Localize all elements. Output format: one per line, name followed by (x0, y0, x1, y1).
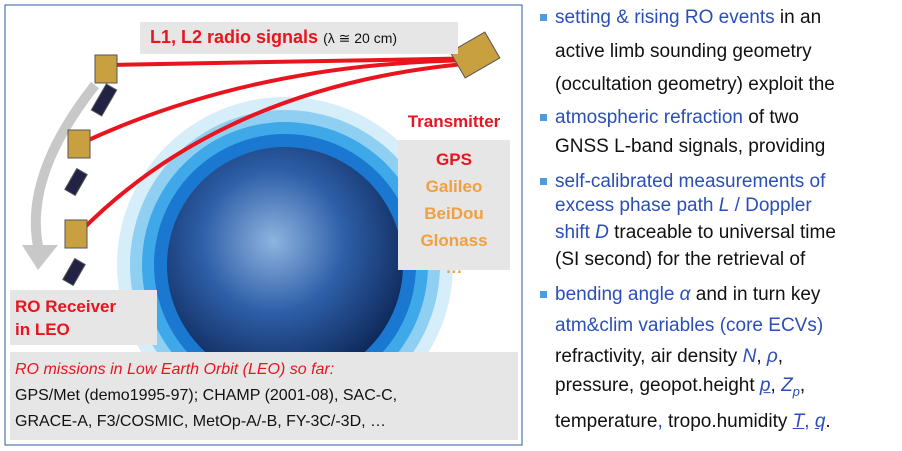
bullet (540, 291, 547, 298)
bullet-line: bending angle α and in turn key (555, 284, 820, 306)
bullet-line: active limb sounding geometry (555, 41, 812, 63)
missions-title: RO missions in Low Earth Orbit (LEO) so … (15, 357, 397, 383)
text: N (743, 346, 757, 367)
signals-label: L1, L2 radio signals (λ ≅ 20 cm) (150, 27, 397, 48)
bullet-line: atm&clim variables (core ECVs) (555, 315, 823, 337)
text: GNSS L-band signals, providing (555, 136, 825, 157)
text: L1, L2 radio signals (150, 27, 318, 47)
text: in LEO (15, 318, 116, 341)
text: . (825, 411, 830, 432)
text: refractivity, air density (555, 346, 743, 367)
text: excess phase path (555, 195, 719, 216)
text: , (771, 375, 782, 396)
text: and in turn key (691, 284, 821, 305)
system: GPS (398, 146, 510, 173)
text: , (800, 375, 805, 396)
system: Galileo (398, 173, 510, 200)
text: (λ ≅ 20 cm) (323, 30, 397, 46)
arrow-head (22, 245, 58, 270)
text: , (657, 411, 668, 432)
system: BeiDou (398, 200, 510, 227)
text: setting & rising RO events (555, 7, 775, 28)
text: shift (555, 222, 595, 243)
bullet-line: (SI second) for the retrieval of (555, 249, 805, 271)
bullet (540, 114, 547, 121)
systems: GPS Galileo BeiDou Glonass … (398, 146, 510, 281)
text: q (815, 411, 826, 432)
missions: RO missions in Low Earth Orbit (LEO) so … (15, 357, 397, 435)
bullet-line: shift D traceable to universal time (555, 222, 836, 244)
text: ρ (767, 346, 778, 367)
text: , (778, 346, 783, 367)
bullet-line: pressure, geopot.height p, Zp, (555, 375, 805, 403)
bullet-line: temperature, tropo.humidity T, q. (555, 411, 831, 433)
text: GRACE-A, F3/COSMIC, MetOp-A/-B, FY-3C/-3… (15, 409, 397, 435)
text: Z (781, 375, 793, 396)
bullet-line: (occultation geometry) exploit the (555, 74, 835, 96)
text: atmospheric refraction (555, 107, 743, 128)
text: bending angle (555, 284, 680, 305)
text: (occultation geometry) exploit the (555, 74, 835, 95)
text: self-calibrated measurements of (555, 171, 825, 192)
text: T (793, 411, 805, 432)
text: L (719, 195, 730, 216)
text: / Doppler (729, 195, 811, 216)
text: traceable to universal time (609, 222, 836, 243)
text: p (760, 375, 771, 396)
earth (167, 147, 403, 383)
text: α (680, 284, 691, 305)
receiver-label: RO Receiver in LEO (15, 295, 116, 341)
text: pressure, geopot.height (555, 375, 760, 396)
text: , (804, 411, 815, 432)
text: of two (743, 107, 799, 128)
text: active limb sounding geometry (555, 41, 812, 62)
bullet-line: refractivity, air density N, ρ, (555, 346, 783, 368)
bullet (540, 178, 547, 185)
system: … (398, 254, 510, 281)
bullet (540, 14, 547, 21)
text: (SI second) for the retrieval of (555, 249, 805, 270)
text: GPS/Met (demo1995-97); CHAMP (2001-08), … (15, 383, 397, 409)
bullet-line: self-calibrated measurements of (555, 171, 825, 193)
text: temperature (555, 411, 657, 432)
system: Glonass (398, 227, 510, 254)
text: tropo.humidity (668, 411, 793, 432)
bullet-line: atmospheric refraction of two (555, 107, 799, 129)
text: in an (775, 7, 821, 28)
text: atm&clim variables (core ECVs) (555, 315, 823, 336)
page: L1, L2 radio signals (λ ≅ 20 cm) Transmi… (0, 0, 902, 451)
bullet-line: GNSS L-band signals, providing (555, 136, 825, 158)
transmitter-label: Transmitter (398, 112, 510, 132)
text: RO Receiver (15, 295, 116, 318)
text: , (756, 346, 767, 367)
bullet-line: setting & rising RO events in an (555, 7, 821, 29)
text: D (595, 222, 609, 243)
text: p (793, 384, 800, 399)
bullet-line: excess phase path L / Doppler (555, 195, 812, 217)
